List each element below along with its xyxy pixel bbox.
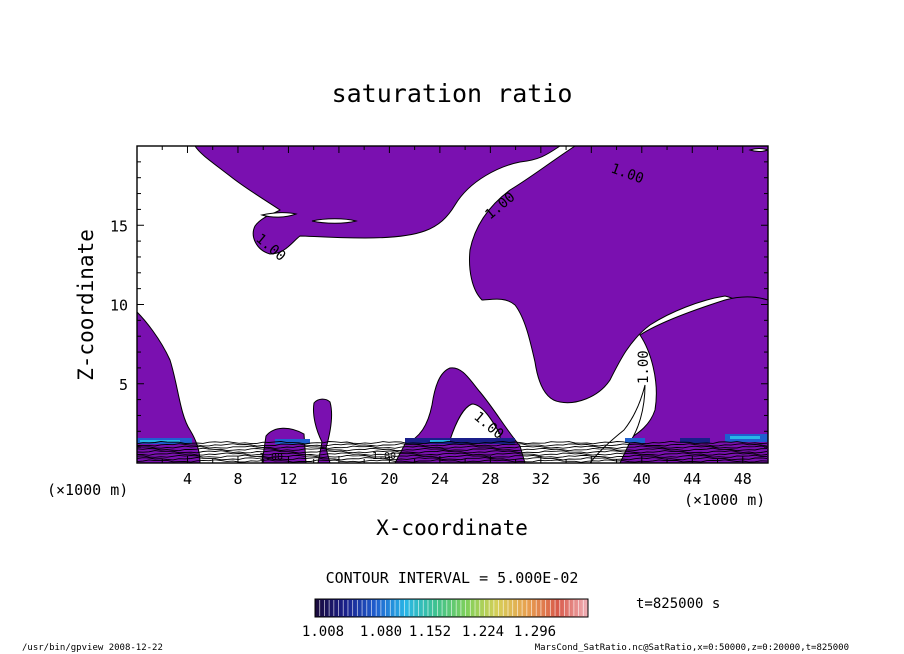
x-tick-label: 48 [734,470,752,488]
y-tick-label: 5 [119,376,128,394]
surface-contour-line [137,452,768,456]
contour-label: 1.00 [372,451,396,462]
x-tick-label: 28 [481,470,499,488]
supersaturated-regions [137,146,768,463]
x-tick-label: 4 [183,470,192,488]
band-segment [405,438,515,444]
surface-contour-line [137,440,768,445]
band-segment [430,440,450,442]
x-tick-label: 40 [633,470,651,488]
band-segment [730,436,760,439]
colorbar-label: 1.152 [409,624,451,640]
x-axis-ticks: 4 8 12 16 20 24 28 32 36 40 44 48 [161,146,752,488]
x-tick-label: 16 [330,470,348,488]
hole-sliver-2 [311,218,358,224]
region-center-bump [394,367,526,463]
colorbar-label: 1.224 [462,624,504,640]
x-tick-label: 8 [233,470,242,488]
surface-contour-line [137,454,768,459]
colorbar-stripes [319,600,584,616]
band-segment [140,440,180,442]
contour-label: 1.00 [636,350,652,384]
chart-title: saturation ratio [332,79,573,108]
hole-sliver-3 [748,148,768,152]
contour-label: 1.00 [259,452,283,463]
surface-contour-line [137,456,768,461]
x-tick-label: 20 [380,470,398,488]
band-segment [625,438,645,443]
x-tick-label: 36 [582,470,600,488]
surface-contour-line [137,459,768,463]
y-tick-label: 10 [110,297,128,315]
x-tick-label: 24 [431,470,449,488]
band-segment [275,439,310,444]
y-axis-label: Z-coordinate [74,229,98,381]
y-axis-ticks: 5 10 15 [110,161,768,448]
surface-contour-line [137,447,768,452]
surface-contour-line [137,443,768,447]
band-segment [680,438,710,443]
colorbar: 1.008 1.080 1.152 1.224 1.296 [302,598,589,640]
x-tick-label: 32 [532,470,550,488]
surface-contour-line [137,450,768,454]
subsaturated-holes [260,148,768,463]
y-tick-label: 15 [110,217,128,235]
surface-contour-line [137,445,768,449]
hole-sliver-1 [260,212,298,218]
colorbar-label: 1.008 [302,624,344,640]
region-spike-14km [313,398,333,463]
region-left-edge [137,311,201,463]
x-axis-label: X-coordinate [376,516,528,540]
x-unit-right: (×1000 m) [684,491,765,509]
x-tick-label: 44 [683,470,701,488]
colorbar-label: 1.080 [360,624,402,640]
near-surface-contour-lines [137,440,768,463]
region-top-left [194,146,561,255]
region-right-lower [619,296,768,463]
region-right-upper [469,146,768,404]
near-surface-colored-band [137,434,768,444]
hole-right-gap [589,384,646,463]
colorbar-label: 1.296 [514,624,556,640]
contour-interval-text: CONTOUR INTERVAL = 5.000E-02 [326,569,579,587]
x-unit-left: (×1000 m) [47,481,128,499]
hole-central-low [449,403,501,441]
x-tick-label: 12 [279,470,297,488]
footer-left: /usr/bin/gpview 2008-12-22 [22,643,163,653]
time-label: t=825000 s [636,596,720,612]
footer-right: MarsCond_SatRatio.nc@SatRatio,x=0:50000,… [535,643,849,653]
